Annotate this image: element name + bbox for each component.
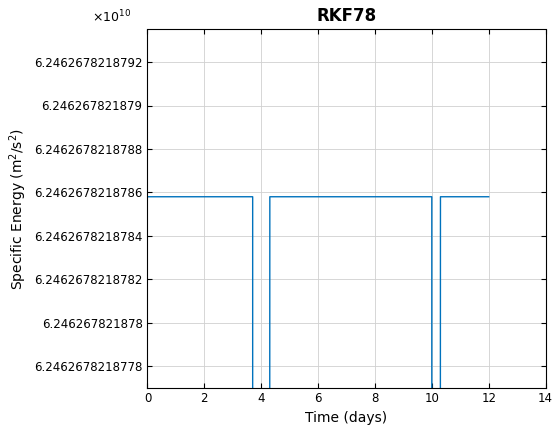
X-axis label: Time (days): Time (days)	[305, 411, 388, 425]
Y-axis label: Specific Energy (m$^2$/s$^2$): Specific Energy (m$^2$/s$^2$)	[7, 127, 29, 289]
Title: RKF78: RKF78	[316, 7, 376, 25]
Text: $\times10^{10}$: $\times10^{10}$	[92, 9, 131, 25]
